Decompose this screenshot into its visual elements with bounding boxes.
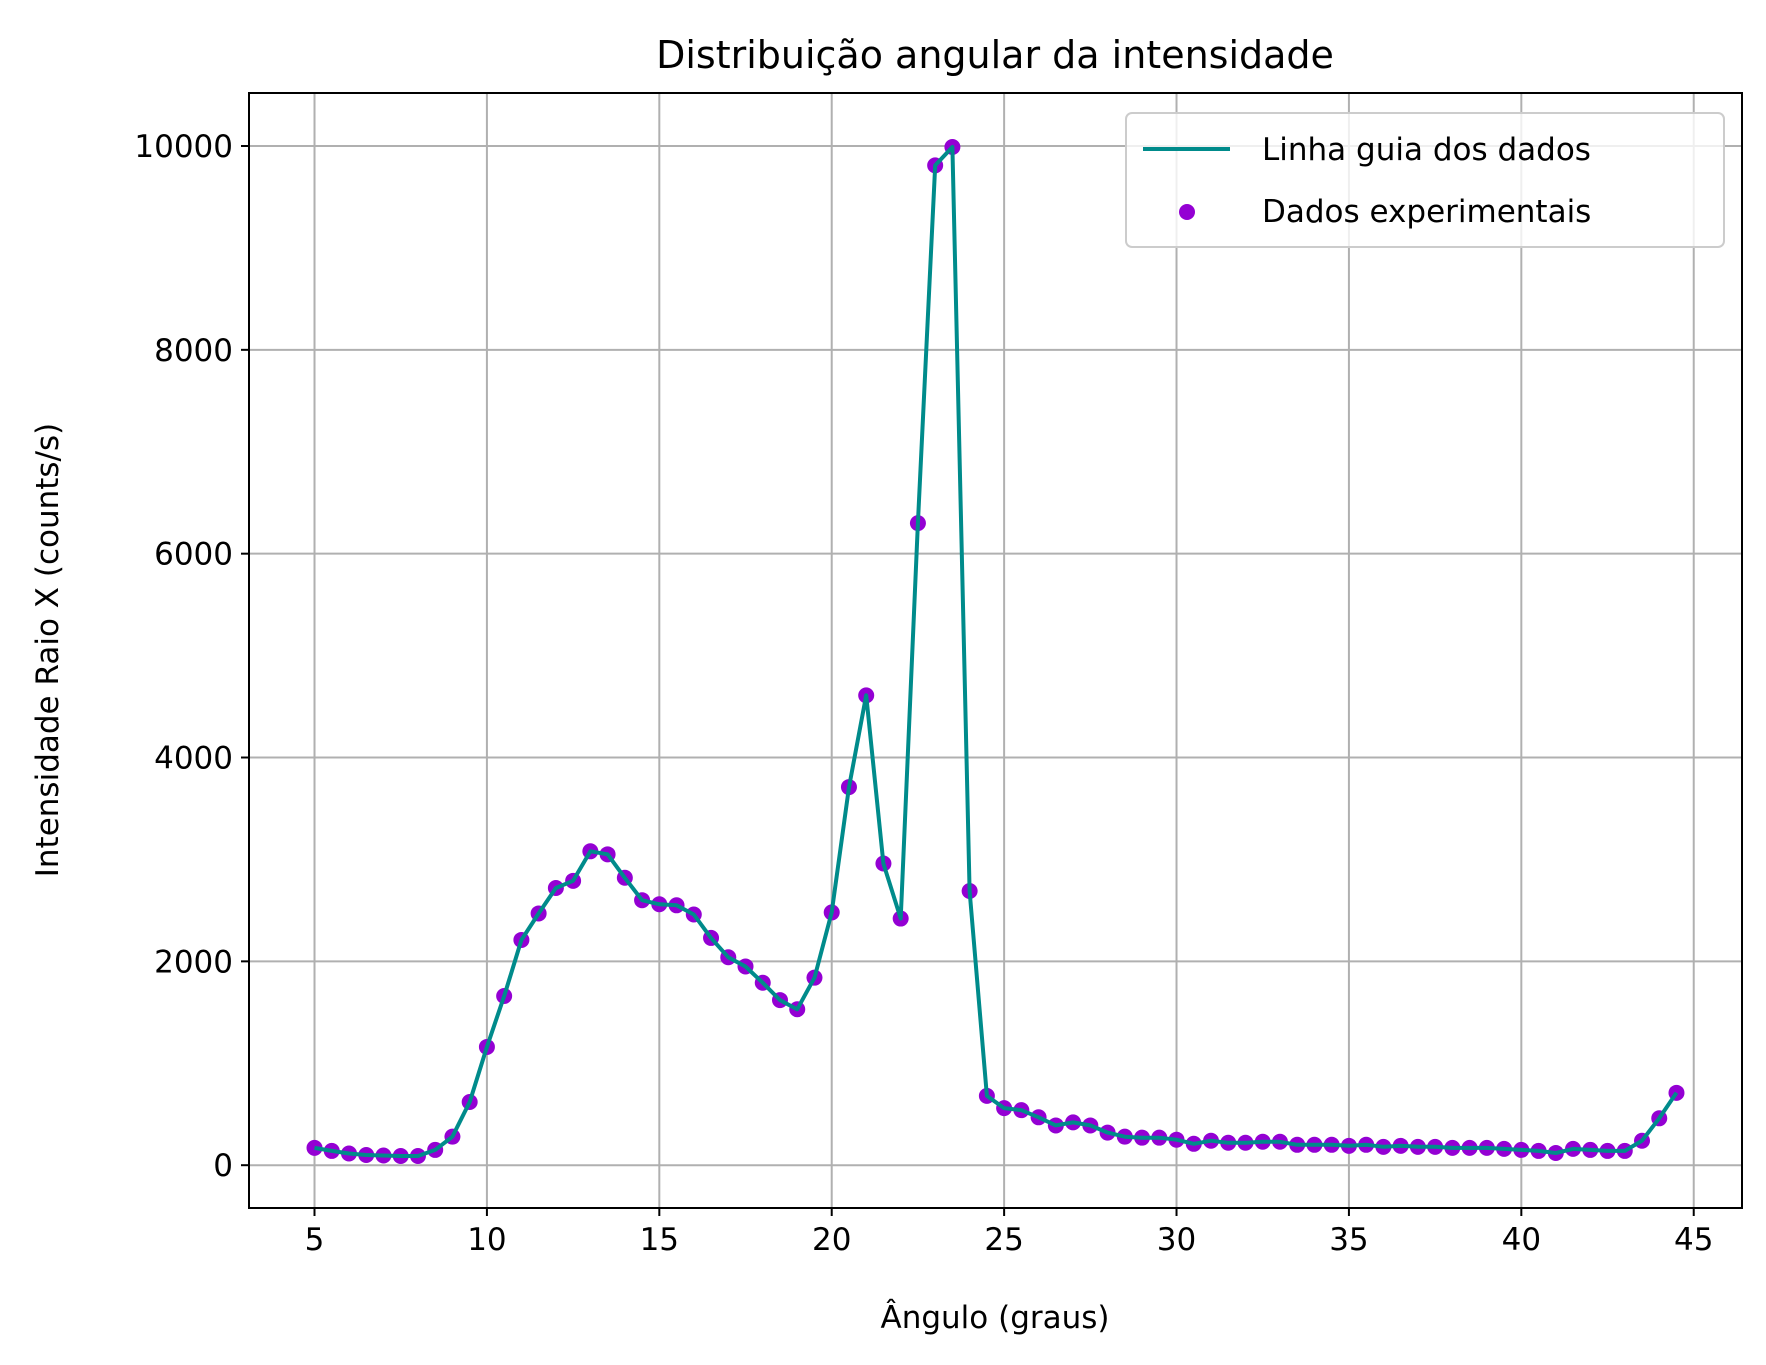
legend-marker-swatch [1179, 204, 1195, 220]
y-tick-label: 0 [213, 1148, 233, 1184]
series-line [314, 145, 1679, 1158]
x-tick-label: 30 [1157, 1222, 1196, 1258]
grid-lines [249, 93, 1742, 1208]
x-tick-label: 45 [1674, 1222, 1713, 1258]
legend-label-scatter: Dados experimentais [1262, 194, 1591, 230]
data-layer [306, 139, 1685, 1165]
axis-ticks: 5 10 15 20 25 30 35 40 45 0 2000 4000 6000 8000 10000 [134, 129, 1713, 1258]
x-axis-label: Ângulo (graus) [880, 1300, 1109, 1336]
x-tick-label: 20 [812, 1222, 851, 1258]
x-tick-label: 15 [640, 1222, 679, 1258]
chart-title: Distribuição angular da intensidade [656, 33, 1334, 77]
x-tick-label: 35 [1329, 1222, 1368, 1258]
y-tick-label: 8000 [154, 333, 233, 369]
y-tick-label: 4000 [154, 741, 233, 777]
x-tick-label: 40 [1502, 1222, 1541, 1258]
legend: Linha guia dos dados Dados experimentais [1125, 112, 1725, 248]
y-axis-label: Intensidade Raio X (counts/s) [30, 423, 66, 877]
y-tick-label: 6000 [154, 537, 233, 573]
x-tick-label: 5 [305, 1222, 325, 1258]
y-tick-label: 2000 [154, 944, 233, 980]
legend-box [1125, 112, 1725, 248]
legend-label-line: Linha guia dos dados [1262, 132, 1591, 168]
plot-frame [248, 92, 1743, 1209]
x-tick-label: 25 [984, 1222, 1023, 1258]
y-tick-label: 10000 [134, 129, 233, 165]
x-tick-label: 10 [467, 1222, 506, 1258]
